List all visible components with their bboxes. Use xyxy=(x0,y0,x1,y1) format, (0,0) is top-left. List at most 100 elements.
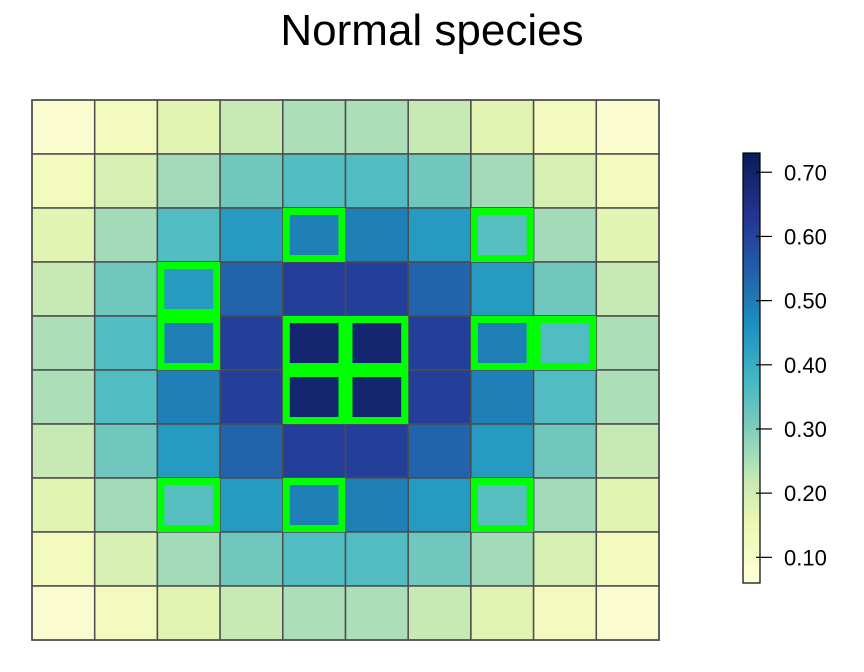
heatmap-cell xyxy=(470,423,535,479)
heatmap-cell xyxy=(156,477,221,533)
heatmap-cell xyxy=(282,531,347,587)
heatmap-cell xyxy=(344,207,409,263)
heatmap-cell xyxy=(595,477,660,533)
heatmap-cell xyxy=(532,99,598,155)
heatmap-cell xyxy=(470,99,535,155)
colorbar-tick-label: 0.50 xyxy=(784,289,827,314)
heatmap-cell xyxy=(156,315,221,371)
heatmap-cell xyxy=(595,153,660,209)
heatmap-cell xyxy=(219,207,284,263)
colorbar-tick-label: 0.10 xyxy=(784,545,827,570)
heatmap-cell xyxy=(219,531,284,587)
heatmap-cell xyxy=(470,207,535,263)
heatmap-cell xyxy=(407,315,472,371)
heatmap-cell xyxy=(282,477,347,533)
chart-title: Normal species xyxy=(280,6,584,55)
heatmap-cell xyxy=(219,315,284,371)
heatmap-cell xyxy=(93,261,159,317)
heatmap-cell xyxy=(156,423,221,479)
heatmap-cell xyxy=(470,315,535,371)
heatmap-cell xyxy=(595,423,660,479)
heatmap-cell xyxy=(407,369,472,425)
heatmap-cell xyxy=(219,423,284,479)
highlight-boxes xyxy=(157,208,597,532)
heatmap-cell xyxy=(407,153,472,209)
colorbar-tick-label: 0.40 xyxy=(784,353,827,378)
highlight-box xyxy=(157,316,221,370)
highlight-box xyxy=(282,208,346,262)
heatmap-cell xyxy=(344,585,409,641)
heatmap-cell xyxy=(532,315,598,371)
heatmap-cell xyxy=(595,99,660,155)
heatmap-cell xyxy=(31,99,96,155)
colorbar-tick-label: 0.20 xyxy=(784,481,827,506)
heatmap-cell xyxy=(344,261,409,317)
heatmap-cell xyxy=(407,531,472,587)
heatmap-cell xyxy=(407,423,472,479)
heatmap-cell xyxy=(532,477,598,533)
heatmap-cell xyxy=(219,153,284,209)
highlight-box xyxy=(470,478,534,532)
heatmap-cell xyxy=(31,585,96,641)
heatmap-cell xyxy=(595,369,660,425)
heatmap-cell xyxy=(344,99,409,155)
heatmap-cell xyxy=(219,261,284,317)
heatmap-cell xyxy=(31,153,96,209)
heatmap-cell xyxy=(595,315,660,371)
heatmap-cell xyxy=(407,585,472,641)
colorbar-tick-label: 0.30 xyxy=(784,417,827,442)
heatmap-cell xyxy=(219,99,284,155)
heatmap-cell xyxy=(532,585,598,641)
heatmap-cell xyxy=(344,153,409,209)
heatmap-cell xyxy=(93,153,159,209)
heatmap-cell xyxy=(93,315,159,371)
heatmap-cell xyxy=(407,261,472,317)
heatmap-cells xyxy=(31,99,660,641)
highlight-box xyxy=(470,208,534,262)
heatmap-cell xyxy=(93,423,159,479)
highlight-box xyxy=(282,370,346,424)
heatmap-cell xyxy=(344,369,409,425)
heatmap-cell xyxy=(595,531,660,587)
highlight-box xyxy=(470,316,534,370)
highlight-box xyxy=(345,316,409,370)
heatmap-cell xyxy=(344,423,409,479)
heatmap-cell xyxy=(31,423,96,479)
heatmap-cell xyxy=(156,207,221,263)
heatmap-cell xyxy=(156,153,221,209)
highlight-box xyxy=(157,478,221,532)
heatmap-cell xyxy=(595,585,660,641)
heatmap-cell xyxy=(470,585,535,641)
heatmap-cell xyxy=(470,261,535,317)
heatmap-cell xyxy=(595,207,660,263)
heatmap-cell xyxy=(156,369,221,425)
heatmap-cell xyxy=(93,477,159,533)
heatmap-cell xyxy=(93,369,159,425)
heatmap-cell xyxy=(344,315,409,371)
heatmap-cell xyxy=(532,207,598,263)
heatmap-cell xyxy=(532,531,598,587)
heatmap-cell xyxy=(31,315,96,371)
grid-frame xyxy=(31,99,660,641)
heatmap-cell xyxy=(282,99,347,155)
heatmap-cell xyxy=(407,99,472,155)
highlight-box xyxy=(282,478,346,532)
heatmap-cell xyxy=(31,477,96,533)
heatmap-cell xyxy=(532,261,598,317)
highlight-box xyxy=(533,316,597,370)
colorbar-tick-label: 0.60 xyxy=(784,224,827,249)
heatmap-cell xyxy=(219,369,284,425)
heatmap-cell xyxy=(282,153,347,209)
heatmap-cell xyxy=(93,531,159,587)
heatmap-cell xyxy=(93,99,159,155)
colorbar: 0.10 0.20 0.30 0.40 0.50 0.60 0.70 xyxy=(742,152,827,584)
heatmap-cell xyxy=(407,477,472,533)
heatmap-cell xyxy=(282,369,347,425)
heatmap-cell xyxy=(532,423,598,479)
heatmap-cell xyxy=(595,261,660,317)
highlight-box xyxy=(282,316,346,370)
heatmap-cell xyxy=(282,585,347,641)
highlight-box xyxy=(345,370,409,424)
heatmap-cell xyxy=(219,585,284,641)
